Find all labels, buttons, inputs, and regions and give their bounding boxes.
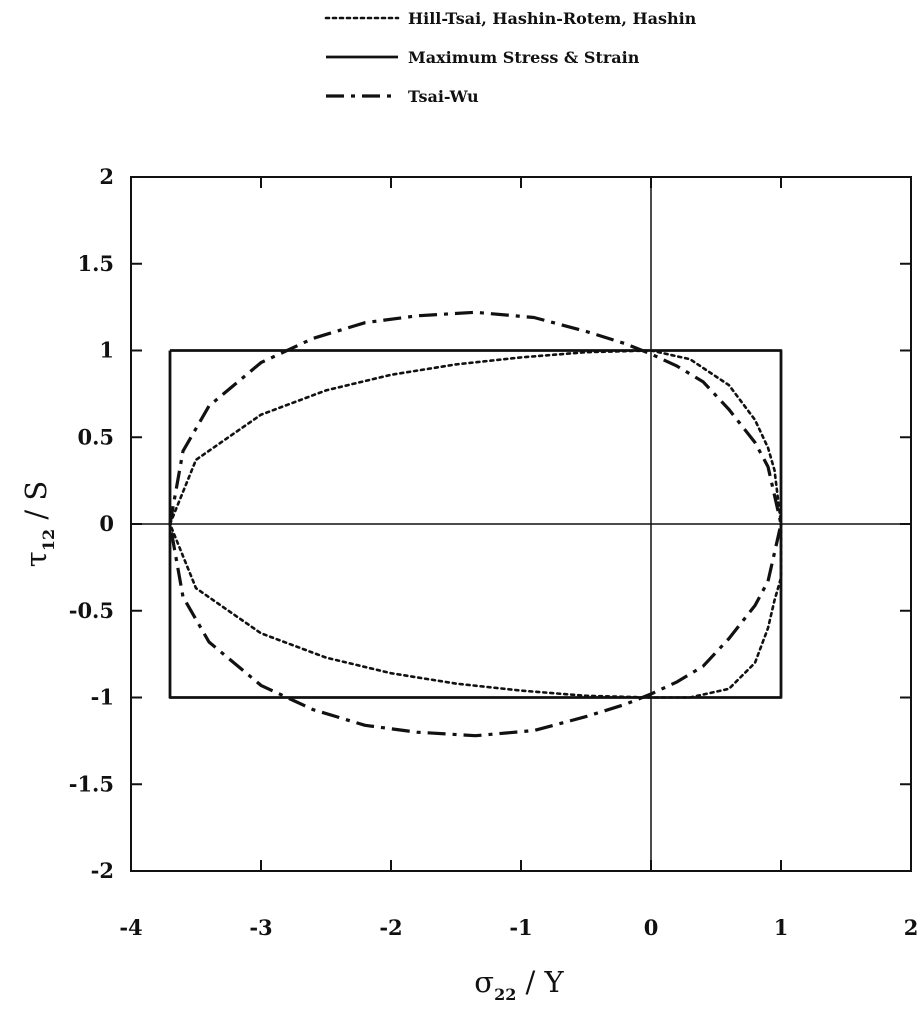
y-tick-label: 0.5 bbox=[77, 424, 114, 449]
y-tick-label: 2 bbox=[99, 164, 114, 189]
x-axis-label: σ22 / Y bbox=[474, 965, 564, 1004]
x-tick-label: -3 bbox=[249, 915, 272, 940]
legend-label-1: Maximum Stress & Strain bbox=[408, 48, 640, 67]
y-axis-label-symbol: τ bbox=[19, 551, 53, 567]
x-axis-label-subscript: 22 bbox=[494, 985, 516, 1004]
y-tick-labels: -2 -1.5 -1 -0.5 0 0.5 1 1.5 2 bbox=[69, 164, 114, 883]
y-tick-label: -2 bbox=[91, 858, 114, 883]
x-tick-label: -1 bbox=[509, 915, 532, 940]
y-axis-label: τ12 / S bbox=[19, 481, 58, 567]
x-axis-label-symbol: σ bbox=[474, 965, 494, 999]
series-line-2 bbox=[168, 310, 783, 738]
legend-label-2: Tsai-Wu bbox=[408, 87, 479, 106]
axis-ticks bbox=[130, 176, 912, 872]
x-tick-label: -4 bbox=[119, 915, 142, 940]
x-tick-label: -2 bbox=[379, 915, 402, 940]
y-tick-label: -1 bbox=[91, 685, 114, 710]
y-axis-label-subscript: 12 bbox=[39, 529, 58, 551]
plot-curves bbox=[168, 310, 783, 738]
zero-lines bbox=[131, 177, 911, 871]
y-tick-label: 0 bbox=[99, 511, 114, 536]
y-tick-label: 1.5 bbox=[77, 251, 114, 276]
x-tick-label: 2 bbox=[904, 915, 919, 940]
x-tick-label: 1 bbox=[774, 915, 789, 940]
legend: Hill-Tsai, Hashin-Rotem, Hashin Maximum S… bbox=[324, 9, 697, 106]
y-tick-label: -0.5 bbox=[69, 598, 114, 623]
x-tick-labels: -4 -3 -2 -1 0 1 2 bbox=[119, 915, 918, 940]
y-tick-label: 1 bbox=[99, 338, 114, 363]
y-axis-label-suffix: / S bbox=[19, 481, 53, 529]
legend-label-0: Hill-Tsai, Hashin-Rotem, Hashin bbox=[408, 9, 697, 28]
series-line-1 bbox=[168, 349, 783, 699]
x-axis-label-suffix: / Y bbox=[516, 965, 564, 999]
x-tick-label: 0 bbox=[644, 915, 659, 940]
y-tick-label: -1.5 bbox=[69, 771, 114, 796]
